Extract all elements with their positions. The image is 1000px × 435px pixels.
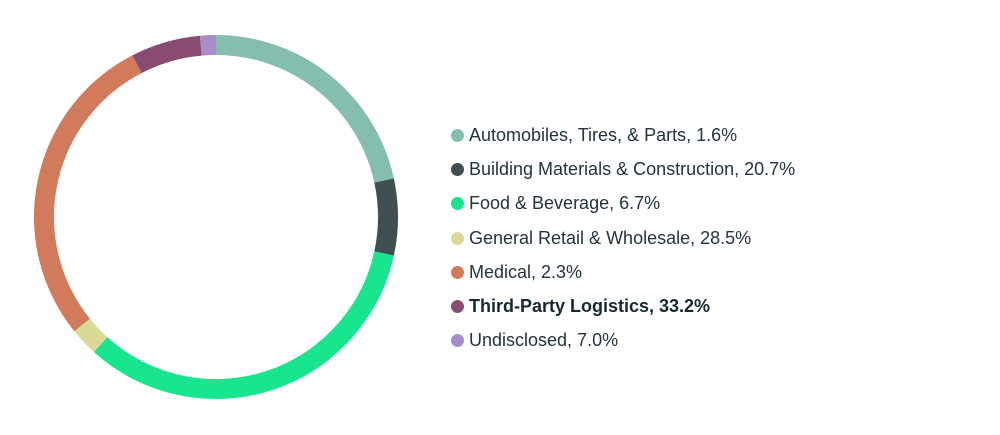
legend-label: Third-Party Logistics, 33.2% bbox=[469, 296, 711, 317]
donut-segment-7 bbox=[200, 35, 217, 56]
donut-segment-4 bbox=[74, 318, 108, 352]
legend-label: Food & Beverage, 6.7% bbox=[469, 193, 661, 214]
donut-segment-2 bbox=[374, 178, 398, 256]
legend-label: Building Materials & Construction, 20.7% bbox=[469, 158, 796, 179]
legend-swatch bbox=[451, 197, 464, 211]
legend-swatch bbox=[451, 231, 464, 245]
legend-swatch bbox=[451, 162, 464, 176]
donut-chart bbox=[34, 35, 398, 399]
donut-segment-6 bbox=[132, 35, 202, 74]
legend-swatch bbox=[451, 334, 464, 348]
legend-label: Undisclosed, 7.0% bbox=[469, 330, 619, 351]
legend-label: General Retail & Wholesale, 28.5% bbox=[469, 227, 752, 248]
legend-label: Medical, 2.3% bbox=[469, 261, 583, 282]
legend-swatch bbox=[451, 128, 464, 142]
chart-legend: Automobiles, Tires, & Parts, 1.6% Buildin… bbox=[451, 118, 795, 358]
donut-segment-1 bbox=[215, 35, 394, 183]
legend-item: Building Materials & Construction, 20.7% bbox=[451, 152, 795, 186]
legend-item: Automobiles, Tires, & Parts, 1.6% bbox=[451, 118, 795, 152]
legend-item: Third-Party Logistics, 33.2% bbox=[451, 289, 795, 323]
legend-item: General Retail & Wholesale, 28.5% bbox=[451, 221, 795, 255]
legend-item: Undisclosed, 7.0% bbox=[451, 324, 795, 358]
legend-swatch bbox=[451, 300, 464, 314]
donut-segment-3 bbox=[93, 251, 394, 399]
legend-item: Food & Beverage, 6.7% bbox=[451, 187, 795, 221]
donut-segment-5 bbox=[34, 55, 142, 332]
legend-item: Medical, 2.3% bbox=[451, 255, 795, 289]
legend-label: Automobiles, Tires, & Parts, 1.6% bbox=[469, 124, 738, 145]
legend-swatch bbox=[451, 265, 464, 279]
